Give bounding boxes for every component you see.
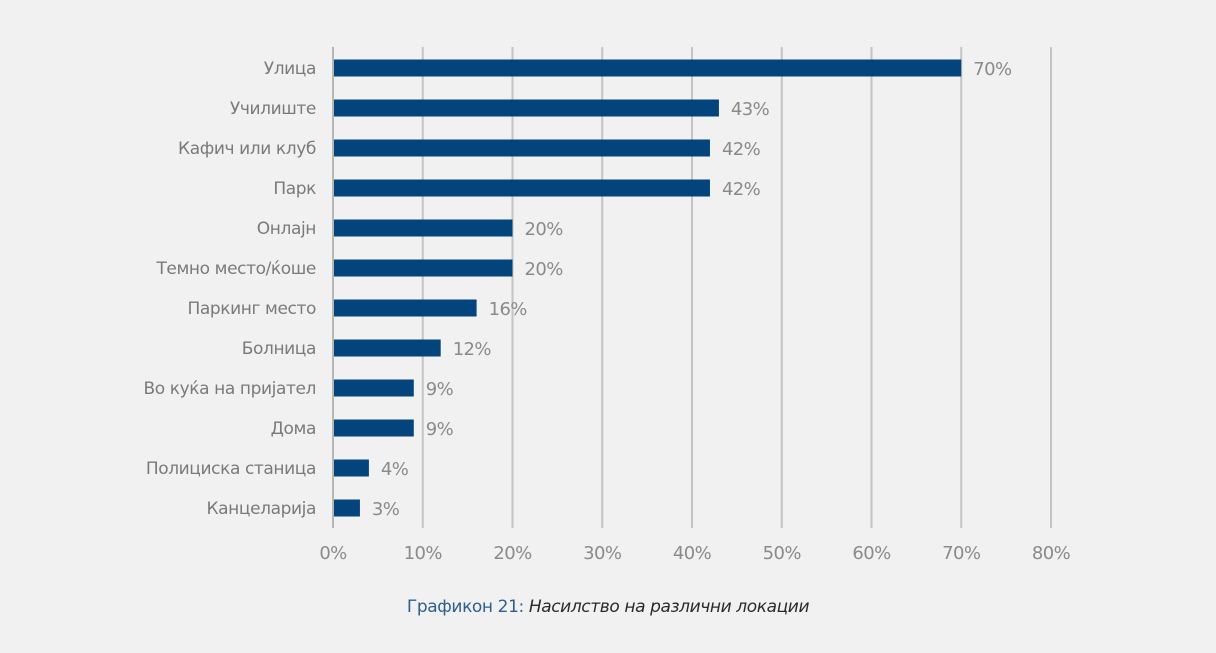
- category-label: Во куќа на пријател: [143, 379, 316, 399]
- value-label: 20%: [525, 219, 564, 240]
- bar: [334, 99, 719, 117]
- category-label: Болница: [242, 339, 316, 359]
- caption-number: Графикон 21:: [406, 597, 524, 617]
- category-label: Улица: [264, 59, 316, 79]
- value-label: 42%: [722, 179, 761, 200]
- bar: [334, 179, 710, 197]
- x-tick-label: 10%: [404, 543, 443, 564]
- bar: [334, 459, 369, 477]
- x-tick-label: 50%: [763, 543, 802, 564]
- value-labels: 70% 43% 42% 42% 20% 20% 16% 12% 9% 9% 4% 3%: [372, 59, 1013, 520]
- value-label: 9%: [426, 379, 454, 400]
- gridlines: [332, 47, 1052, 528]
- value-label: 42%: [722, 139, 761, 160]
- category-label: Училиште: [230, 99, 316, 119]
- bar: [334, 299, 477, 317]
- value-label: 4%: [381, 459, 409, 480]
- category-label: Полициска станица: [146, 459, 316, 479]
- x-tick-label: 0%: [319, 543, 347, 564]
- chart-caption: Графикон 21: Насилство на различни локац…: [0, 597, 1216, 617]
- category-label: Кафич или клуб: [178, 139, 316, 159]
- x-tick-label: 20%: [493, 543, 532, 564]
- bar-chart: Улица Училиште Кафич или клуб Парк Онлајн Тем…: [143, 47, 1071, 564]
- value-label: 3%: [372, 499, 400, 520]
- value-label: 43%: [731, 99, 770, 120]
- category-label: Паркинг место: [188, 299, 317, 319]
- value-label: 12%: [453, 339, 492, 360]
- x-tick-label: 40%: [673, 543, 712, 564]
- bar: [334, 259, 513, 277]
- value-label: 16%: [489, 299, 528, 320]
- bar: [334, 339, 441, 357]
- x-tick-label: 70%: [942, 543, 981, 564]
- value-label: 70%: [973, 59, 1012, 80]
- x-tick-label: 80%: [1032, 543, 1071, 564]
- category-label: Темно место/ќоше: [155, 259, 316, 279]
- category-label: Канцеларија: [207, 499, 317, 519]
- bar: [334, 379, 414, 397]
- bar: [334, 139, 710, 157]
- x-tick-label: 60%: [852, 543, 891, 564]
- category-label: Онлајн: [257, 219, 316, 239]
- bar: [334, 219, 513, 237]
- bar: [334, 59, 962, 77]
- x-axis-ticks: 0% 10% 20% 30% 40% 50% 60% 70% 80%: [319, 543, 1071, 564]
- caption-title: Насилство на различни локации: [528, 597, 810, 617]
- category-labels: Улица Училиште Кафич или клуб Парк Онлајн Тем…: [143, 59, 316, 519]
- value-label: 20%: [525, 259, 564, 280]
- x-tick-label: 30%: [583, 543, 622, 564]
- bars: [334, 59, 962, 517]
- category-label: Парк: [273, 179, 316, 199]
- bar: [334, 419, 414, 437]
- bar: [334, 499, 360, 517]
- category-label: Дома: [271, 419, 316, 439]
- value-label: 9%: [426, 419, 454, 440]
